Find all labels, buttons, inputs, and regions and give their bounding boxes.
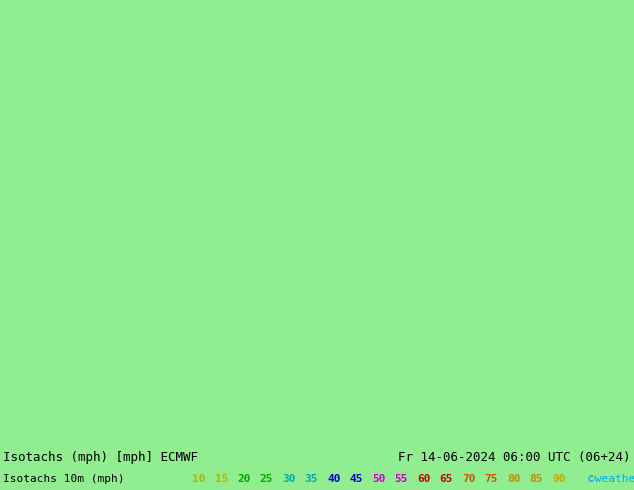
Text: 65: 65 — [439, 474, 453, 484]
Text: 55: 55 — [394, 474, 408, 484]
Text: 15: 15 — [214, 474, 228, 484]
Text: 80: 80 — [507, 474, 521, 484]
Text: 20: 20 — [237, 474, 250, 484]
Text: Fr 14-06-2024 06:00 UTC (06+24): Fr 14-06-2024 06:00 UTC (06+24) — [399, 451, 631, 464]
Text: 90: 90 — [552, 474, 566, 484]
Text: 10: 10 — [192, 474, 205, 484]
Text: 50: 50 — [372, 474, 385, 484]
Text: 35: 35 — [304, 474, 318, 484]
Text: 85: 85 — [529, 474, 543, 484]
Text: 70: 70 — [462, 474, 476, 484]
Text: 25: 25 — [259, 474, 273, 484]
Text: ©weatheronline.co.uk: ©weatheronline.co.uk — [588, 474, 634, 484]
Text: 60: 60 — [417, 474, 430, 484]
Text: 45: 45 — [349, 474, 363, 484]
Text: 75: 75 — [484, 474, 498, 484]
Text: 40: 40 — [327, 474, 340, 484]
Text: Isotachs (mph) [mph] ECMWF: Isotachs (mph) [mph] ECMWF — [3, 451, 198, 464]
Text: 30: 30 — [282, 474, 295, 484]
Text: Isotachs 10m (mph): Isotachs 10m (mph) — [3, 474, 124, 484]
